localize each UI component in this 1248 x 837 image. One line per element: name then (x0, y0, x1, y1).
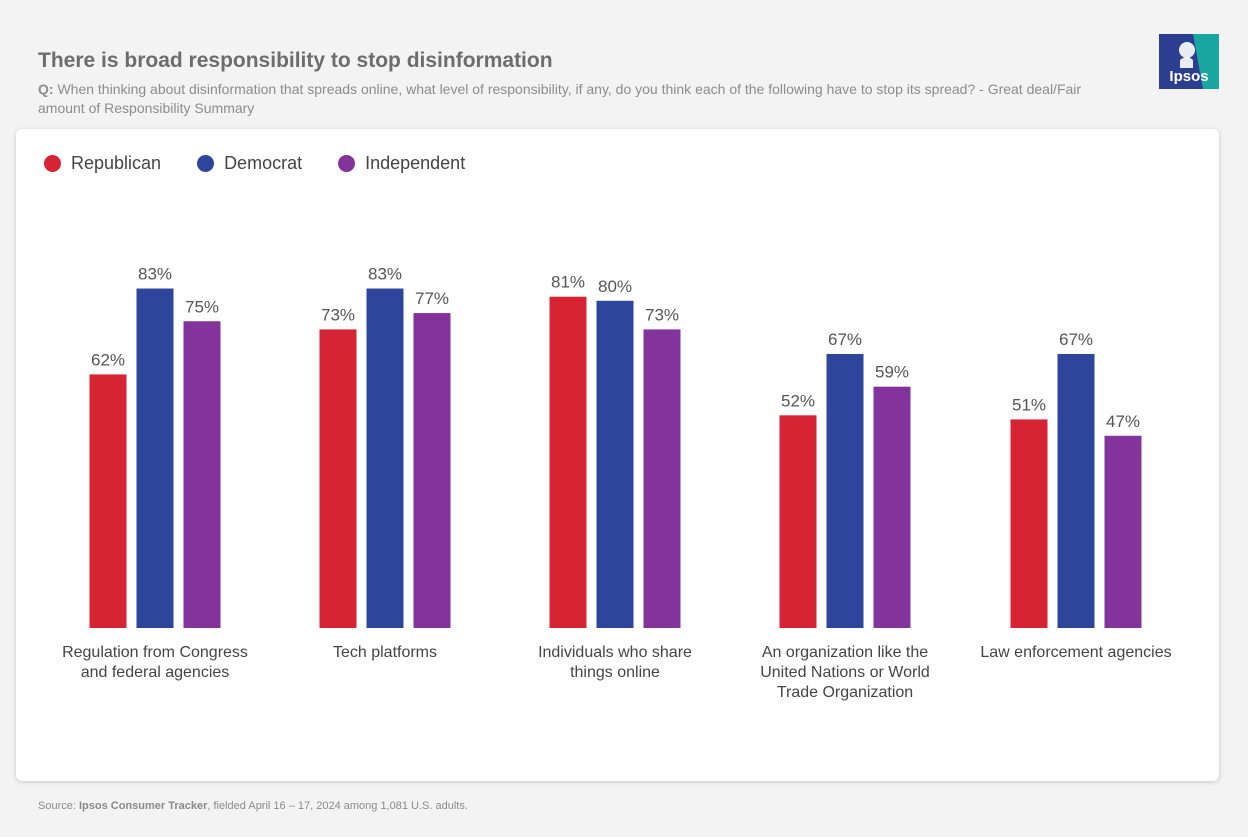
category-label-line: United Nations or World (760, 664, 930, 681)
legend-swatch (44, 155, 61, 172)
question-prefix: Q: (38, 81, 54, 97)
chart-legend: Republican Democrat Independent (44, 153, 465, 174)
source-note: Source: Ipsos Consumer Tracker, fielded … (38, 800, 468, 812)
category-label-line: things online (570, 664, 660, 681)
category-label-4: Law enforcement agencies (980, 644, 1171, 661)
bar-chart: 62% 83% 75% Regulation from Congress and fed… (62, 265, 1172, 701)
category-label-line: Trade Organization (777, 684, 913, 701)
bar-republican-4 (1010, 419, 1048, 628)
bar-republican-3 (779, 415, 817, 628)
category-label-line: Individuals who share (538, 644, 692, 661)
data-label: 67% (1059, 330, 1093, 349)
legend-label: Independent (365, 153, 466, 173)
data-label: 51% (1012, 395, 1046, 414)
data-label: 73% (321, 305, 355, 324)
ipsos-logo: Ipsos (1159, 34, 1219, 89)
legend-swatch (197, 155, 215, 172)
bar-democrat-4 (1057, 353, 1095, 628)
data-label: 83% (138, 265, 172, 284)
data-label: 73% (645, 305, 679, 324)
bar-independent-2 (643, 329, 681, 628)
category-label-3: An organization like the United Nations o… (760, 644, 930, 701)
bar-democrat-2 (596, 300, 634, 628)
data-label: 62% (91, 350, 125, 369)
data-label: 67% (828, 330, 862, 349)
category-label-line: Tech platforms (333, 644, 437, 661)
category-label-2: Individuals who share things online (538, 644, 692, 681)
bar-independent-0 (183, 321, 221, 628)
legend-label: Republican (71, 153, 162, 173)
chart-card: Republican Democrat Independent 62% 83% 75% R… (16, 129, 1219, 781)
category-label-line: An organization like the (762, 644, 928, 661)
category-label-line: Regulation from Congress (62, 644, 248, 661)
bar-democrat-1 (366, 288, 404, 628)
data-label: 59% (875, 363, 909, 382)
bar-democrat-3 (826, 353, 864, 628)
source-label: Source: (38, 800, 76, 812)
question-text: Q: When thinking about disinformation th… (38, 80, 1118, 118)
legend-swatch (338, 155, 356, 172)
bar-republican-2 (549, 296, 587, 628)
data-label: 52% (781, 391, 815, 410)
bar-independent-1 (413, 313, 451, 628)
category-label-line: Law enforcement agencies (980, 644, 1171, 661)
legend-item-democrat: Democrat (197, 153, 302, 174)
source-name: Ipsos Consumer Tracker (78, 800, 208, 812)
data-label: 80% (598, 277, 632, 296)
question-body: When thinking about disinformation that … (38, 81, 1082, 116)
bar-republican-1 (319, 329, 357, 628)
category-label-0: Regulation from Congress and federal agen… (62, 644, 248, 681)
data-label: 47% (1106, 412, 1140, 431)
bar-republican-0 (89, 374, 127, 628)
data-label: 75% (185, 297, 219, 316)
legend-label: Democrat (224, 153, 303, 173)
category-label-1: Tech platforms (333, 644, 437, 661)
legend-item-independent: Independent (338, 153, 465, 174)
legend-item-republican: Republican (44, 153, 161, 174)
data-label: 83% (368, 265, 402, 284)
svg-text:Ipsos: Ipsos (1169, 68, 1208, 85)
page-title: There is broad responsibility to stop di… (38, 49, 553, 72)
source-detail: , fielded April 16 – 17, 2024 among 1,08… (207, 800, 468, 812)
bar-democrat-0 (136, 288, 174, 628)
bar-independent-3 (873, 386, 911, 628)
bar-independent-4 (1104, 435, 1142, 628)
data-label: 77% (415, 289, 449, 308)
data-label: 81% (551, 273, 585, 292)
category-label-line: and federal agencies (81, 664, 230, 681)
